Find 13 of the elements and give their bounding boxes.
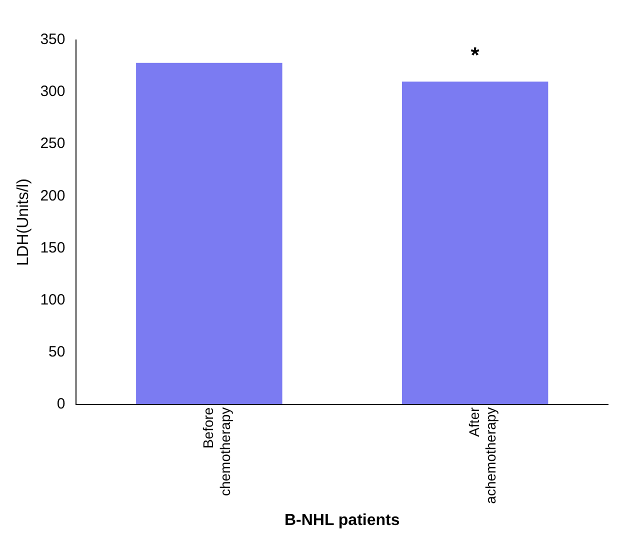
y-tick-label: 0	[56, 395, 66, 412]
x-axis-title: B-NHL patients	[284, 512, 400, 529]
x-tick-label: After achemotherapy	[466, 406, 499, 504]
y-tick-label: 200	[40, 187, 66, 204]
y-tick-label: 350	[40, 31, 66, 48]
annotation: *	[470, 42, 480, 68]
x-tick-label: Before chemotherapy	[200, 407, 233, 496]
y-tick-label: 50	[48, 343, 66, 360]
y-tick-label: 250	[40, 135, 66, 152]
y-tick-label: 150	[40, 239, 66, 256]
y-axis-title: LDH(Units/l)	[15, 178, 32, 266]
y-tick-label: 100	[40, 291, 66, 308]
y-tick-label: 300	[40, 83, 66, 100]
